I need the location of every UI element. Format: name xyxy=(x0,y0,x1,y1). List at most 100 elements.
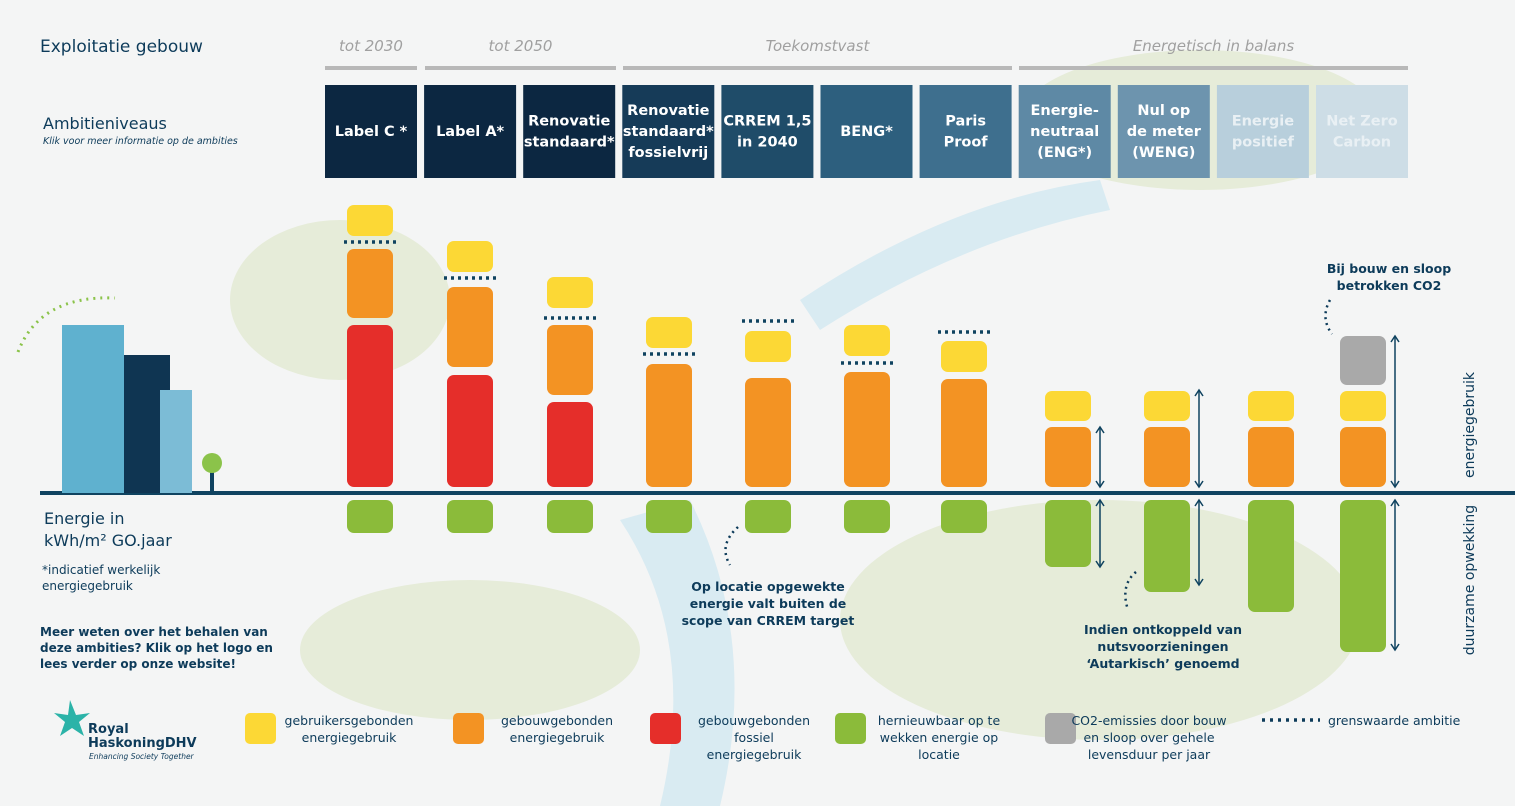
tile-label: Renovatie xyxy=(528,114,610,130)
ambition-tile[interactable]: Label C * xyxy=(325,85,417,178)
annotation: Op locatie opgewekte xyxy=(691,579,845,594)
tile-bg xyxy=(1018,85,1111,178)
tile-label: standaard* xyxy=(524,135,615,151)
energy-block xyxy=(347,325,393,487)
annotation: ‘Autarkisch’ genoemd xyxy=(1086,656,1239,671)
side-label: energiegebruik xyxy=(1462,371,1478,478)
tile-label: Label A* xyxy=(436,124,504,140)
tile-label: Carbon xyxy=(1333,135,1391,151)
group-label: tot 2030 xyxy=(339,37,403,55)
tile-bg xyxy=(1216,85,1309,178)
energy-block xyxy=(1340,427,1386,487)
ambition-tile[interactable]: Nul op de meter (WENG) xyxy=(1117,85,1210,178)
energy-block xyxy=(745,378,791,487)
ambition-tile[interactable]: Label A* xyxy=(424,85,517,178)
energy-block xyxy=(646,317,692,348)
generation-block xyxy=(1340,500,1386,652)
logo-tagline: Enhancing Society Together xyxy=(89,752,195,761)
tile-label: CRREM 1,5 xyxy=(723,114,811,130)
arrow-head xyxy=(1194,388,1204,489)
group-label: Toekomstvast xyxy=(766,37,871,55)
more-info: Meer weten over het behalen van xyxy=(40,625,268,639)
energy-block xyxy=(547,402,593,487)
tile-label: neutraal xyxy=(1030,124,1099,140)
building xyxy=(16,296,222,493)
ambition-tile[interactable]: Energie-neutraal (ENG*) xyxy=(1018,85,1111,178)
energy-block xyxy=(547,277,593,308)
group-bar xyxy=(425,66,616,70)
annotation: betrokken CO2 xyxy=(1337,278,1442,293)
group-bar xyxy=(623,66,1012,70)
generation-block xyxy=(447,500,493,533)
legend-label: CO2-emissies door bouw xyxy=(1071,713,1226,728)
tile-bg xyxy=(424,85,517,178)
annotation: scope van CRREM target xyxy=(682,613,855,628)
tile-label: Proof xyxy=(944,135,989,151)
annotation: energie valt buiten de xyxy=(690,596,847,611)
tile-label: Energie- xyxy=(1030,103,1098,119)
tile-label: (ENG*) xyxy=(1037,145,1092,161)
legend-swatch xyxy=(835,713,866,744)
ambition-tile[interactable]: Energie positief xyxy=(1216,85,1309,178)
tile-bg xyxy=(325,85,417,178)
legend-swatch xyxy=(453,713,484,744)
unit-label: kWh/m² GO.jaar xyxy=(44,531,172,550)
legend-label: fossiel xyxy=(734,730,774,745)
legend-label: en sloop over gehele xyxy=(1083,730,1214,745)
legend-label: hernieuwbaar op te xyxy=(878,713,1001,728)
page-title: Exploitatie gebouw xyxy=(40,37,203,57)
tile-label: BENG* xyxy=(840,124,893,140)
arrow-head xyxy=(1194,498,1204,587)
tile-label: Nul op xyxy=(1137,103,1190,119)
energy-block xyxy=(1248,427,1294,487)
generation-block xyxy=(1248,500,1294,612)
logo-name: Royal xyxy=(88,722,129,737)
unit-label: Energie in xyxy=(44,509,125,528)
legend-swatch xyxy=(650,713,681,744)
logo-star xyxy=(54,700,90,736)
generation-block xyxy=(941,500,987,533)
energy-block xyxy=(1144,427,1190,487)
generation-block xyxy=(347,500,393,533)
group-bar xyxy=(1019,66,1408,70)
energy-block xyxy=(1248,391,1294,421)
tile-bg xyxy=(523,85,616,178)
side-label: duurzame opwekking xyxy=(1462,505,1478,655)
energy-block xyxy=(1045,391,1091,421)
ambition-tile[interactable]: Renovatie standaard* xyxy=(523,85,616,178)
tile-bg xyxy=(820,85,913,178)
generation-block xyxy=(1045,500,1091,567)
energy-block xyxy=(1340,391,1386,421)
tile-label: Paris xyxy=(945,114,986,130)
more-info: lees verder op onze website! xyxy=(40,657,236,671)
annotation: Bij bouw en sloop xyxy=(1327,261,1451,276)
more-info: deze ambities? Klik op het logo en xyxy=(40,641,273,655)
energy-block xyxy=(447,287,493,367)
tile-label: Renovatie xyxy=(627,103,709,119)
note: energiegebruik xyxy=(42,579,133,593)
ambition-tile[interactable]: Net Zero Carbon xyxy=(1316,85,1408,178)
annotation: nutsvoorzieningen xyxy=(1097,639,1228,654)
ambitions-title: Ambitieniveaus xyxy=(43,114,167,133)
logo-name: HaskoningDHV xyxy=(88,736,197,751)
group-bar xyxy=(325,66,417,70)
arrow-head xyxy=(1390,334,1400,489)
energy-block xyxy=(1144,391,1190,421)
legend-swatch xyxy=(1045,713,1076,744)
ambition-tile[interactable]: Paris Proof xyxy=(919,85,1012,178)
energy-block xyxy=(941,341,987,372)
legend-label: energiegebruik xyxy=(302,730,397,745)
energy-block xyxy=(347,205,393,236)
energy-block xyxy=(844,372,890,487)
generation-block xyxy=(1144,500,1190,592)
legend-label: energiegebruik xyxy=(510,730,605,745)
ambition-tile[interactable]: CRREM 1,5 in 2040 xyxy=(721,85,814,178)
ambition-tile[interactable]: BENG* xyxy=(820,85,913,178)
energy-block xyxy=(646,364,692,487)
tile-bg xyxy=(721,85,814,178)
ambition-tile[interactable]: Renovatie standaard* fossielvrij xyxy=(622,85,715,178)
legend-label: energiegebruik xyxy=(707,747,802,762)
arrow-head xyxy=(1095,498,1105,569)
generation-block xyxy=(745,500,791,533)
